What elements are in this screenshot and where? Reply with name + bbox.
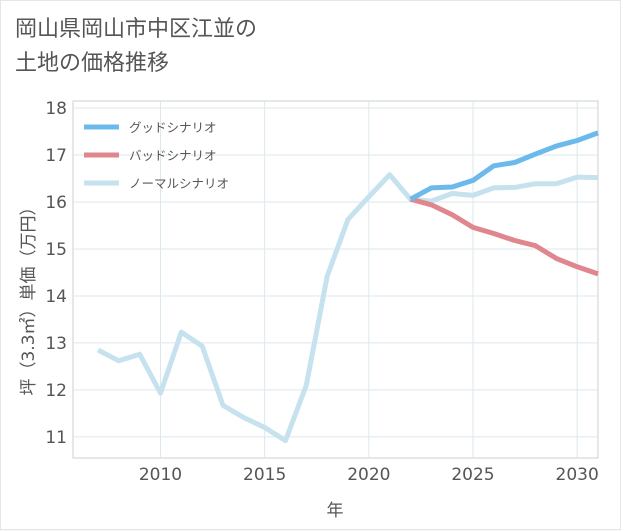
x-axis-ticks: 2010 2015 2020 2025 2030 — [139, 465, 599, 485]
chart-title-line1: 岡山県岡山市中区江並の — [15, 17, 258, 42]
legend-label-1: バッドシナリオ — [129, 148, 217, 163]
legend-label-2: ノーマルシナリオ — [129, 176, 229, 191]
x-tick-label: 2015 — [243, 465, 286, 485]
grid — [73, 101, 598, 458]
x-tick-label: 2030 — [556, 465, 599, 485]
y-tick-label: 17 — [45, 146, 67, 166]
y-tick-label: 18 — [45, 99, 67, 119]
x-tick-label: 2025 — [451, 465, 494, 485]
series-lines — [96, 130, 599, 444]
legend-label-0: グッドシナリオ — [129, 120, 217, 135]
y-tick-label: 16 — [45, 193, 67, 213]
y-tick-label: 11 — [45, 428, 67, 448]
series-line-1 — [409, 196, 599, 277]
y-tick-label: 12 — [45, 381, 67, 401]
y-axis-ticks: 11 12 13 14 15 16 17 18 — [45, 99, 67, 448]
series-line-0 — [409, 130, 599, 202]
chart-title: 岡山県岡山市中区江並の 土地の価格推移 — [15, 13, 415, 81]
y-tick-label: 14 — [45, 287, 67, 307]
x-tick-label: 2020 — [347, 465, 390, 485]
chart-title-line2: 土地の価格推移 — [15, 51, 170, 76]
series-line-2 — [96, 172, 599, 444]
x-axis-label: 年 — [327, 501, 344, 521]
y-tick-label: 15 — [45, 240, 67, 260]
y-axis-label: 坪（3.3㎡）単価（万円） — [19, 198, 39, 395]
x-tick-label: 2010 — [139, 465, 182, 485]
y-tick-label: 13 — [45, 334, 67, 354]
